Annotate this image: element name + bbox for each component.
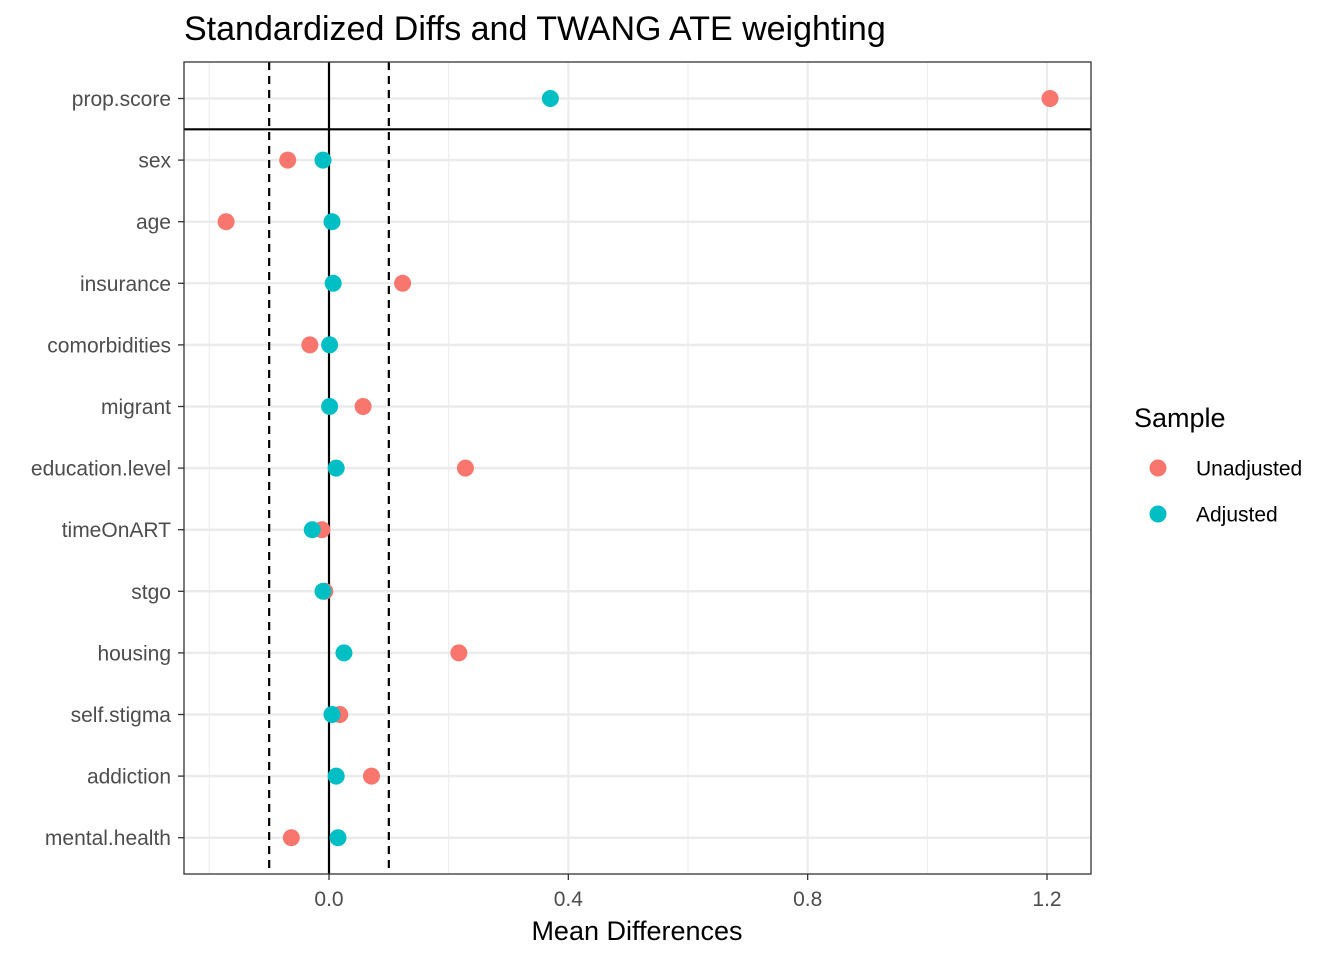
y-label-prop.score: prop.score (72, 88, 171, 111)
point-unadjusted-education.level (456, 459, 474, 477)
point-adjusted-self.stigma (323, 706, 341, 723)
y-axis-labels: prop.score sex age insurance comorbidities mi… (31, 88, 184, 850)
point-unadjusted-housing (450, 644, 468, 662)
y-label-education.level: education.level (31, 458, 171, 481)
chart-title: Standardized Diffs and TWANG ATE weighti… (184, 10, 886, 48)
y-label-sex: sex (138, 150, 171, 173)
y-label-age: age (136, 211, 171, 234)
point-adjusted-migrant (321, 398, 339, 415)
x-axis-title: Mean Differences (531, 916, 742, 946)
y-label-housing: housing (97, 642, 171, 665)
data-points (217, 90, 1059, 847)
point-adjusted-timeOnART (303, 521, 321, 539)
legend-label-adjusted: Adjusted (1196, 504, 1278, 527)
point-unadjusted-addiction (362, 767, 380, 785)
point-adjusted-education.level (327, 459, 345, 477)
legend-key-unadjusted (1149, 459, 1167, 477)
y-label-migrant: migrant (101, 396, 171, 419)
x-tick-label: 0.8 (793, 888, 822, 911)
legend-label-unadjusted: Unadjusted (1196, 458, 1302, 481)
point-unadjusted-comorbidities (301, 336, 319, 354)
point-adjusted-comorbidities (321, 336, 339, 354)
point-adjusted-insurance (324, 274, 342, 292)
y-label-comorbidities: comorbidities (47, 334, 171, 357)
point-adjusted-addiction (327, 767, 345, 785)
point-unadjusted-migrant (354, 398, 372, 415)
x-tick-label: 0.0 (314, 888, 343, 911)
point-adjusted-mental.health (329, 829, 347, 847)
legend-title: Sample (1134, 403, 1226, 433)
y-label-addiction: addiction (87, 766, 171, 789)
y-label-insurance: insurance (80, 273, 171, 296)
point-unadjusted-insurance (394, 274, 412, 292)
x-tick-label: 0.4 (554, 888, 584, 911)
point-adjusted-stgo (314, 582, 332, 600)
point-adjusted-prop.score (541, 90, 559, 107)
legend-key-adjusted (1149, 505, 1167, 523)
point-unadjusted-age (217, 213, 235, 231)
point-unadjusted-prop.score (1041, 90, 1059, 107)
x-axis-ticks: 0.0 0.4 0.8 1.2 (314, 874, 1062, 911)
y-label-self.stigma: self.stigma (71, 704, 172, 727)
point-adjusted-age (323, 213, 341, 231)
point-adjusted-sex (314, 151, 332, 169)
point-unadjusted-sex (279, 151, 297, 169)
y-label-timeOnART: timeOnART (62, 519, 171, 542)
grid-lines (184, 62, 1091, 874)
y-label-mental.health: mental.health (45, 827, 171, 850)
point-unadjusted-mental.health (282, 829, 300, 847)
legend: Sample Unadjusted Adjusted (1134, 403, 1302, 527)
x-tick-label: 1.2 (1032, 888, 1061, 911)
reference-lines (184, 62, 1091, 874)
y-label-stgo: stgo (131, 581, 171, 604)
point-adjusted-housing (335, 644, 353, 662)
